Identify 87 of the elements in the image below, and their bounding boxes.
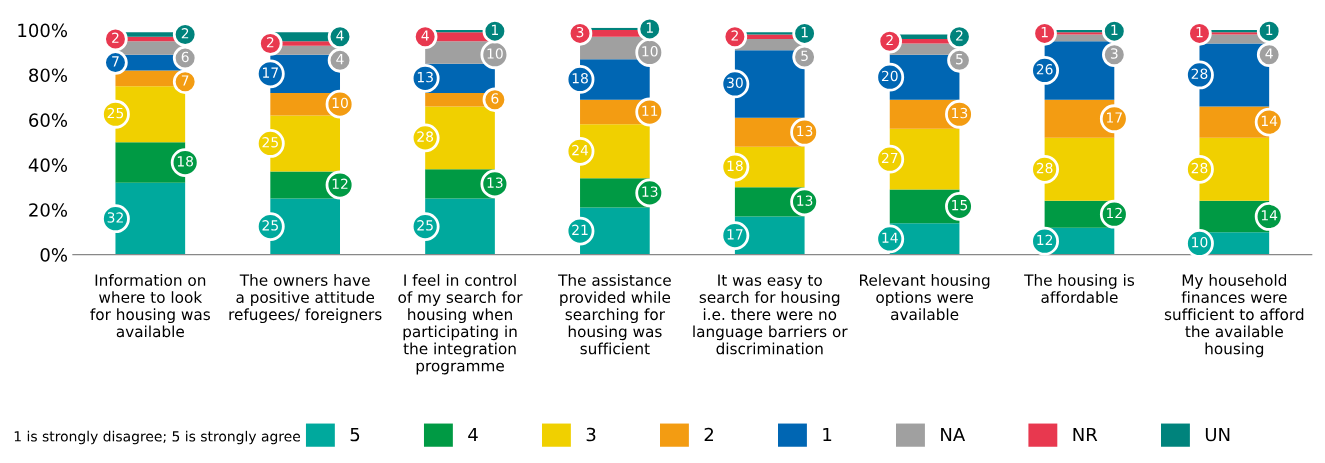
- legend-label: UN: [1205, 427, 1230, 442]
- data-label: 17: [727, 229, 743, 240]
- data-label: 7: [181, 75, 189, 86]
- data-label: 10: [332, 97, 348, 109]
- data-label: 18: [572, 72, 588, 84]
- data-label: 13: [797, 195, 813, 206]
- data-label: 25: [262, 136, 278, 148]
- data-label: 1: [801, 27, 808, 38]
- data-label: 6: [491, 93, 499, 104]
- data-label: 4: [336, 54, 344, 65]
- data-label: 2: [266, 37, 274, 48]
- data-label: 25: [417, 220, 433, 231]
- data-label: 14: [882, 232, 898, 243]
- data-label: 4: [421, 30, 429, 41]
- x-tick-label: The owners have a positive attitude refugees/ foreigners: [229, 274, 382, 324]
- data-label: 4: [1265, 48, 1273, 59]
- data-label: 7: [112, 56, 119, 67]
- data-label: 10: [1192, 236, 1208, 248]
- data-label: 3: [576, 26, 584, 38]
- data-label: 26: [1036, 63, 1053, 75]
- data-label: 30: [727, 77, 743, 88]
- x-tick-label: Information on where to look for housing was available: [90, 274, 210, 338]
- data-label: 6: [181, 51, 189, 63]
- data-label: 21: [572, 224, 588, 235]
- data-label: 13: [417, 71, 433, 83]
- x-tick-label: I feel in control of my search for housing when participating in the integration programme: [398, 274, 523, 375]
- data-label: 1: [646, 22, 653, 33]
- data-label: 28: [1191, 162, 1208, 174]
- data-label: 18: [727, 160, 743, 172]
- data-label: 13: [642, 186, 658, 197]
- data-label: 2: [112, 32, 119, 43]
- data-label: 2: [181, 28, 189, 39]
- data-label: 2: [956, 30, 963, 41]
- data-label: 28: [1036, 162, 1053, 174]
- data-label: 2: [731, 30, 738, 41]
- legend-label: 4: [468, 427, 478, 442]
- data-label: 13: [952, 107, 968, 119]
- data-label: 25: [262, 220, 278, 231]
- data-label: 1: [1266, 24, 1273, 35]
- y-tick-label: 60%: [29, 113, 68, 127]
- data-label: 14: [1261, 210, 1278, 221]
- y-tick-label: 40%: [28, 158, 68, 172]
- y-tick-label: 100%: [18, 23, 68, 38]
- data-label: 13: [797, 125, 813, 137]
- text: 1 is strongly disagree; 5 is strongly agree: [14, 430, 301, 445]
- data-label: 17: [263, 67, 278, 78]
- data-label: 15: [952, 200, 968, 211]
- data-label: 12: [1037, 234, 1053, 246]
- x-tick-label: My household finances were sufficient to afford the available housing: [1164, 274, 1304, 358]
- data-label: 13: [487, 177, 503, 188]
- data-label: 5: [801, 50, 808, 62]
- data-label: 25: [107, 107, 124, 119]
- legend-label: NA: [941, 427, 966, 442]
- data-label: 28: [417, 131, 434, 142]
- x-tick-label: The assistance provided while searching for housing was sufficient: [558, 274, 671, 355]
- y-tick-label: 0%: [40, 248, 68, 262]
- data-label: 4: [336, 30, 344, 41]
- legend-label: 3: [586, 427, 596, 442]
- data-label: 28: [1191, 68, 1208, 79]
- data-label: 32: [107, 212, 123, 223]
- data-label: 20: [881, 70, 898, 82]
- data-label: 1: [491, 24, 498, 35]
- y-tick-label: 80%: [29, 68, 68, 83]
- data-label: 12: [332, 178, 348, 189]
- x-tick-label: Relevant housing options were available: [860, 274, 990, 321]
- data-label: 24: [572, 144, 589, 156]
- data-label: 12: [1106, 207, 1122, 219]
- legend-label: NR: [1073, 427, 1098, 442]
- data-label: 10: [487, 48, 503, 59]
- data-label: 3: [1110, 48, 1118, 59]
- legend-label: 1: [823, 427, 832, 442]
- data-label: 10: [642, 46, 658, 57]
- x-tick-label: The housing is affordable: [1024, 274, 1135, 304]
- data-label: 1: [1111, 24, 1118, 35]
- y-tick-label: 20%: [29, 203, 68, 217]
- data-label: 1: [1041, 27, 1048, 38]
- data-label: 5: [956, 54, 963, 65]
- legend-label: 2: [704, 427, 714, 442]
- data-label: 1: [1196, 27, 1203, 38]
- legend-label: 5: [350, 427, 360, 442]
- data-label: 18: [177, 156, 194, 167]
- data-label: 14: [1261, 115, 1278, 126]
- x-tick-label: It was easy to search for housing i.e. there were no language barriers or discrimination: [693, 274, 848, 355]
- data-label: 27: [881, 152, 898, 164]
- data-label: 2: [886, 34, 893, 46]
- data-label: 17: [1106, 112, 1122, 123]
- data-label: 11: [642, 105, 658, 116]
